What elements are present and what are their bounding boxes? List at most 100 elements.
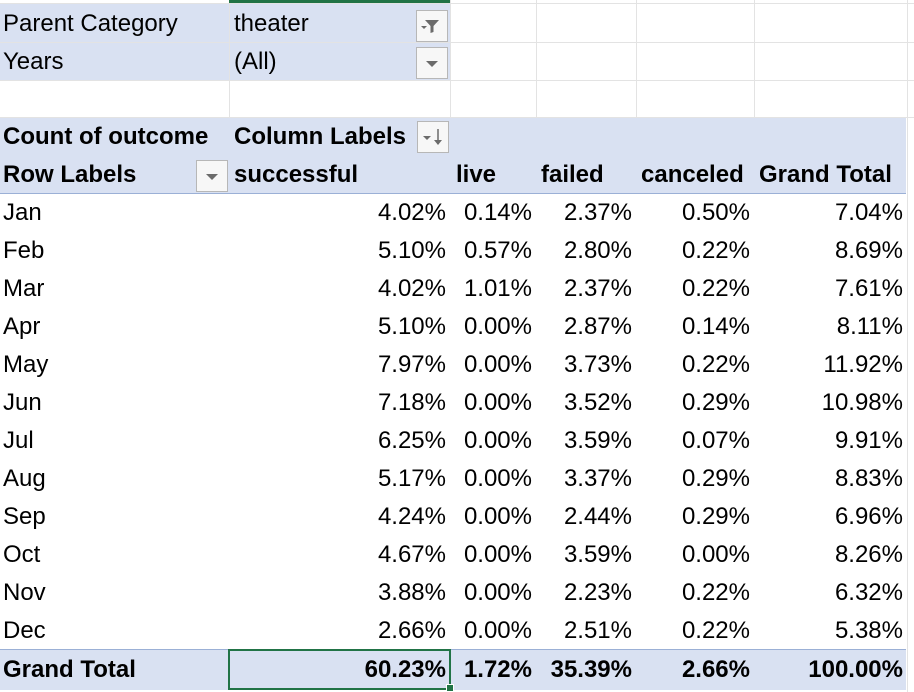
grand-total-label[interactable]: Grand Total — [3, 656, 136, 683]
cell-live[interactable]: 0.00% — [463, 617, 532, 644]
row-label[interactable]: Jul — [3, 427, 34, 454]
gridline — [0, 80, 914, 81]
row-label[interactable]: Mar — [3, 275, 45, 302]
column-header-grand-total[interactable]: Grand Total — [759, 161, 892, 188]
cell-live[interactable]: 0.14% — [463, 199, 532, 226]
cell-successful[interactable]: 7.97% — [377, 351, 446, 378]
row-label[interactable]: Sep — [3, 503, 46, 530]
filter-value[interactable]: theater — [234, 10, 309, 37]
cell-successful[interactable]: 6.25% — [377, 427, 446, 454]
cell-successful[interactable]: 7.18% — [377, 389, 446, 416]
cell-grand-total[interactable]: 8.26% — [834, 541, 903, 568]
row-label[interactable]: Jun — [3, 389, 42, 416]
row-label[interactable]: Oct — [3, 541, 41, 568]
cell-canceled[interactable]: 0.29% — [681, 465, 750, 492]
filter-applied-icon[interactable] — [416, 10, 448, 42]
cell-canceled[interactable]: 0.00% — [681, 541, 750, 568]
row-label[interactable]: Feb — [3, 237, 45, 264]
row-label[interactable]: Jan — [3, 199, 42, 226]
cell-failed[interactable]: 3.59% — [563, 541, 632, 568]
cell-canceled[interactable]: 0.29% — [681, 503, 750, 530]
cell-canceled[interactable]: 0.22% — [681, 579, 750, 606]
cell-live[interactable]: 0.00% — [463, 503, 532, 530]
table-row: Feb 5.10% 0.57% 2.80% 0.22% 8.69% — [0, 232, 914, 270]
cell-failed[interactable]: 3.37% — [563, 465, 632, 492]
grand-total-grand-total[interactable]: 100.00% — [808, 656, 903, 683]
grand-total-successful[interactable]: 60.23% — [364, 656, 446, 683]
row-label[interactable]: Dec — [3, 617, 46, 644]
cell-grand-total[interactable]: 8.69% — [834, 237, 903, 264]
cell-failed[interactable]: 2.87% — [563, 313, 632, 340]
cell-grand-total[interactable]: 11.92% — [823, 351, 903, 378]
cell-successful[interactable]: 4.02% — [377, 199, 446, 226]
sort-dropdown-icon[interactable] — [417, 121, 449, 153]
cell-successful[interactable]: 4.02% — [377, 275, 446, 302]
cell-live[interactable]: 0.00% — [463, 389, 532, 416]
cell-grand-total[interactable]: 6.32% — [834, 579, 903, 606]
cell-live[interactable]: 0.00% — [463, 465, 532, 492]
row-label[interactable]: May — [3, 351, 49, 378]
gridline — [0, 42, 914, 43]
cell-grand-total[interactable]: 5.38% — [834, 617, 903, 644]
cell-grand-total[interactable]: 6.96% — [834, 503, 903, 530]
cell-canceled[interactable]: 0.22% — [681, 617, 750, 644]
cell-canceled[interactable]: 0.14% — [681, 313, 750, 340]
cell-successful[interactable]: 3.88% — [377, 579, 446, 606]
cell-live[interactable]: 0.00% — [463, 351, 532, 378]
cell-failed[interactable]: 2.23% — [563, 579, 632, 606]
cell-successful[interactable]: 5.17% — [377, 465, 446, 492]
cell-live[interactable]: 1.01% — [463, 275, 532, 302]
cell-successful[interactable]: 5.10% — [377, 313, 446, 340]
cell-failed[interactable]: 2.44% — [563, 503, 632, 530]
cell-canceled[interactable]: 0.50% — [681, 199, 750, 226]
cell-grand-total[interactable]: 7.61% — [834, 275, 903, 302]
column-header-failed[interactable]: failed — [541, 161, 604, 188]
cell-live[interactable]: 0.57% — [463, 237, 532, 264]
cell-failed[interactable]: 2.37% — [563, 199, 632, 226]
cell-live[interactable]: 0.00% — [463, 541, 532, 568]
row-label[interactable]: Nov — [3, 579, 46, 606]
column-header-canceled[interactable]: canceled — [641, 161, 744, 188]
cell-canceled[interactable]: 0.22% — [681, 275, 750, 302]
filter-label: Years — [3, 48, 64, 75]
fill-handle[interactable] — [446, 684, 454, 692]
cell-grand-total[interactable]: 7.04% — [834, 199, 903, 226]
column-header-live[interactable]: live — [456, 161, 497, 188]
cell-grand-total[interactable]: 8.11% — [836, 313, 903, 340]
table-row: Aug 5.17% 0.00% 3.37% 0.29% 8.83% — [0, 460, 914, 498]
column-labels-header[interactable]: Column Labels — [234, 123, 407, 150]
column-header-successful[interactable]: successful — [234, 161, 359, 188]
cell-successful[interactable]: 5.10% — [377, 237, 446, 264]
cell-grand-total[interactable]: 9.91% — [834, 427, 903, 454]
row-labels-header[interactable]: Row Labels — [3, 161, 137, 188]
cell-canceled[interactable]: 0.22% — [681, 237, 750, 264]
cell-successful[interactable]: 4.67% — [377, 541, 446, 568]
cell-live[interactable]: 0.00% — [463, 313, 532, 340]
cell-failed[interactable]: 2.51% — [563, 617, 632, 644]
cell-successful[interactable]: 2.66% — [377, 617, 446, 644]
grand-total-live[interactable]: 1.72% — [463, 656, 532, 683]
dropdown-arrow-icon[interactable] — [196, 160, 228, 192]
grand-total-canceled[interactable]: 2.66% — [681, 656, 750, 683]
cell-failed[interactable]: 3.59% — [563, 427, 632, 454]
cell-failed[interactable]: 3.73% — [563, 351, 632, 378]
cell-grand-total[interactable]: 10.98% — [821, 389, 903, 416]
cell-grand-total[interactable]: 8.83% — [834, 465, 903, 492]
grand-total-failed[interactable]: 35.39% — [550, 656, 632, 683]
cell-successful[interactable]: 4.24% — [377, 503, 446, 530]
value-field-header[interactable]: Count of outcome — [3, 123, 209, 150]
cell-live[interactable]: 0.00% — [463, 579, 532, 606]
cell-canceled[interactable]: 0.07% — [681, 427, 750, 454]
row-label[interactable]: Apr — [3, 313, 41, 340]
cell-failed[interactable]: 2.37% — [563, 275, 632, 302]
row-label[interactable]: Aug — [3, 465, 46, 492]
cell-canceled[interactable]: 0.29% — [681, 389, 750, 416]
cell-canceled[interactable]: 0.22% — [681, 351, 750, 378]
cell-failed[interactable]: 2.80% — [563, 237, 632, 264]
cell-failed[interactable]: 3.52% — [563, 389, 632, 416]
filter-value[interactable]: (All) — [234, 48, 277, 75]
dropdown-arrow-icon[interactable] — [416, 47, 448, 79]
active-cell-selection[interactable] — [228, 649, 451, 690]
cell-live[interactable]: 0.00% — [463, 427, 532, 454]
